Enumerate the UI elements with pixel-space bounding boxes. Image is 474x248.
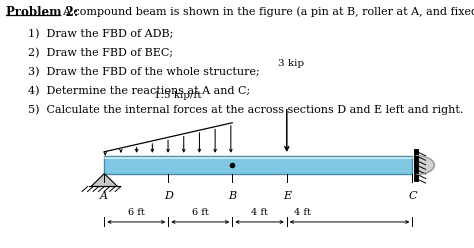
Text: 2)  Draw the FBD of BEC;: 2) Draw the FBD of BEC;	[28, 48, 173, 58]
Text: A compound beam is shown in the figure (a pin at B, roller at A, and fixed end a: A compound beam is shown in the figure (…	[62, 6, 474, 17]
Text: B: B	[228, 191, 237, 201]
Text: D: D	[164, 191, 173, 201]
FancyBboxPatch shape	[104, 156, 412, 174]
Text: 3 kip: 3 kip	[278, 59, 305, 68]
Text: 6 ft: 6 ft	[192, 208, 209, 217]
Text: 4 ft: 4 ft	[251, 208, 268, 217]
Text: Problem 2:: Problem 2:	[6, 6, 78, 19]
Text: C: C	[408, 191, 417, 201]
Text: E: E	[283, 191, 291, 201]
Polygon shape	[91, 174, 118, 186]
Text: 4)  Determine the reactions at A and C;: 4) Determine the reactions at A and C;	[28, 86, 251, 96]
Text: 1)  Draw the FBD of ADB;: 1) Draw the FBD of ADB;	[28, 29, 174, 39]
Text: A: A	[100, 191, 108, 201]
Text: 5)  Calculate the internal forces at the across sections D and E left and right.: 5) Calculate the internal forces at the …	[28, 105, 464, 116]
Text: 4 ft: 4 ft	[294, 208, 311, 217]
Text: 3)  Draw the FBD of the whole structure;: 3) Draw the FBD of the whole structure;	[28, 67, 260, 77]
Text: 6 ft: 6 ft	[128, 208, 145, 217]
Text: 1.5 kip/ft: 1.5 kip/ft	[154, 92, 201, 100]
